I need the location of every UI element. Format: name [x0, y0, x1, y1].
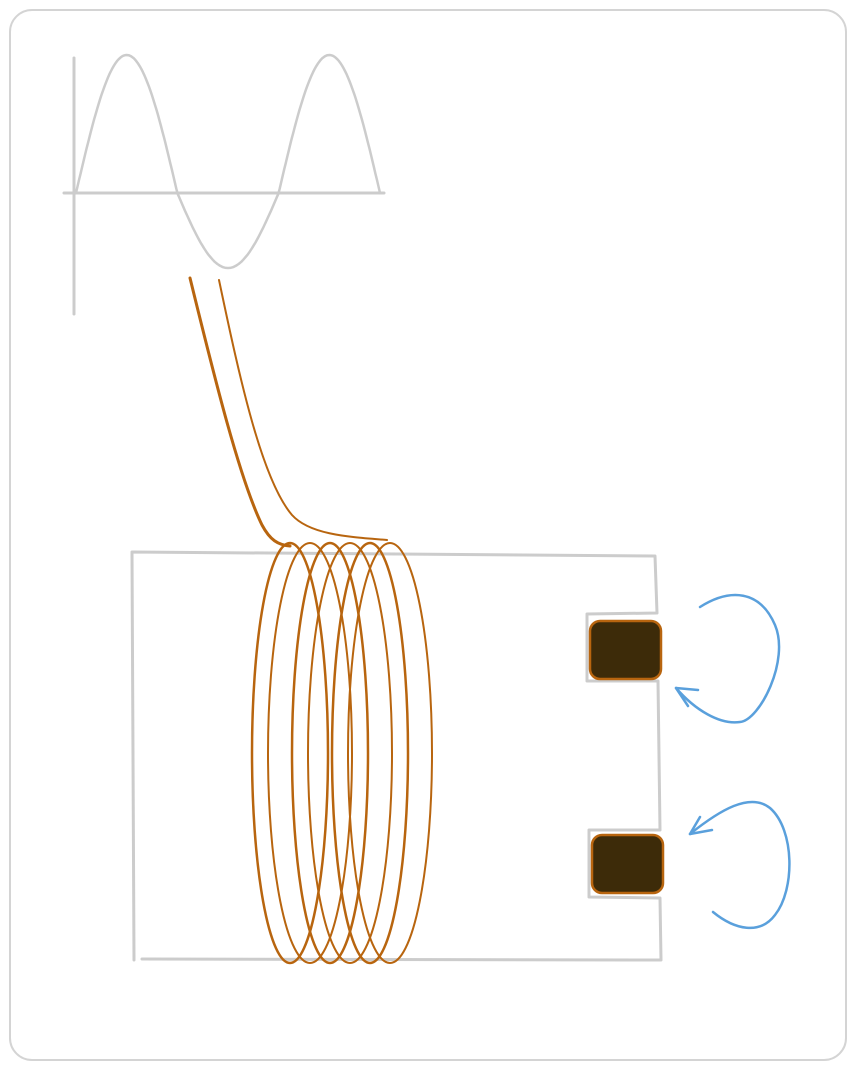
coil-turn	[250, 541, 330, 965]
coil-turn	[347, 542, 433, 964]
sine-wave-graph	[62, 53, 386, 316]
eddy-arrowhead-lower	[688, 815, 714, 836]
coil-lead-outer	[188, 276, 292, 548]
coil-turn	[290, 541, 370, 965]
eddy-arrow-lower	[688, 800, 791, 930]
coil-turn	[307, 542, 393, 964]
coil-leads	[188, 276, 388, 548]
sine-wave	[74, 53, 382, 270]
magnetic-core	[130, 550, 663, 962]
workpiece-upper	[588, 619, 663, 681]
eddy-arrowhead-upper	[674, 686, 700, 708]
eddy-arrow-upper	[674, 593, 781, 724]
coil-turn	[330, 541, 410, 965]
coil-lead-inner	[218, 279, 388, 541]
workpiece-lower	[590, 833, 665, 895]
outer-frame	[9, 9, 847, 1061]
eddy-currents	[674, 593, 791, 930]
induction-coil	[250, 541, 433, 965]
coil-turn	[267, 542, 353, 964]
